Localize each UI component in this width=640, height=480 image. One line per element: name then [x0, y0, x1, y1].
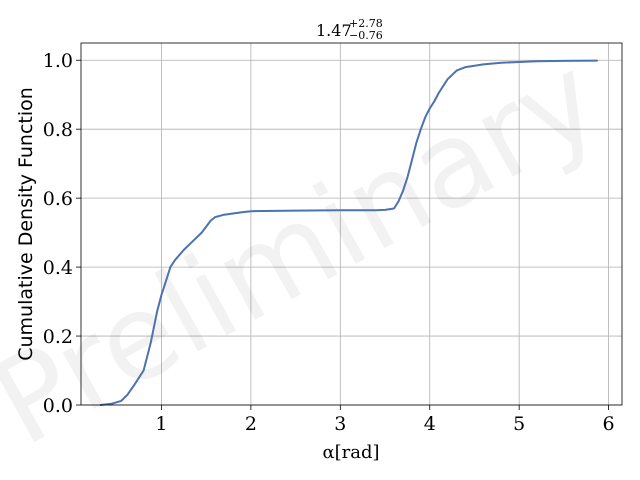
series-group: [99, 59, 598, 406]
y-tick-label: 1.0: [43, 50, 73, 72]
title-lower-error: −0.76: [349, 29, 383, 42]
y-tick-label: 0.0: [43, 395, 73, 417]
x-axis-ticks: 1 2 3 4 5 6: [155, 405, 615, 435]
x-axis-label: α[rad]: [322, 442, 379, 463]
cdf-line: [99, 59, 598, 406]
x-tick-label: 1: [155, 413, 167, 435]
title-upper-error: +2.78: [349, 17, 383, 30]
watermark-text: Preliminary: [0, 28, 621, 472]
y-tick-label: 0.4: [43, 257, 73, 279]
y-axis-ticks: 0.0 0.2 0.4 0.6 0.8 1.0: [43, 50, 81, 417]
y-tick-label: 0.8: [43, 119, 73, 141]
y-axis-label: Cumulative Density Function: [15, 87, 37, 361]
x-tick-label: 4: [424, 413, 436, 435]
chart-title: 1.47: [316, 21, 352, 40]
plot-frame: [80, 42, 623, 406]
x-tick-label: 5: [513, 413, 525, 435]
x-tick-label: 6: [603, 413, 615, 435]
x-tick-label: 3: [334, 413, 346, 435]
title-value: 1.47: [316, 21, 352, 40]
x-tick-label: 2: [245, 413, 257, 435]
y-tick-label: 0.6: [43, 188, 73, 210]
y-tick-label: 0.2: [43, 326, 73, 348]
